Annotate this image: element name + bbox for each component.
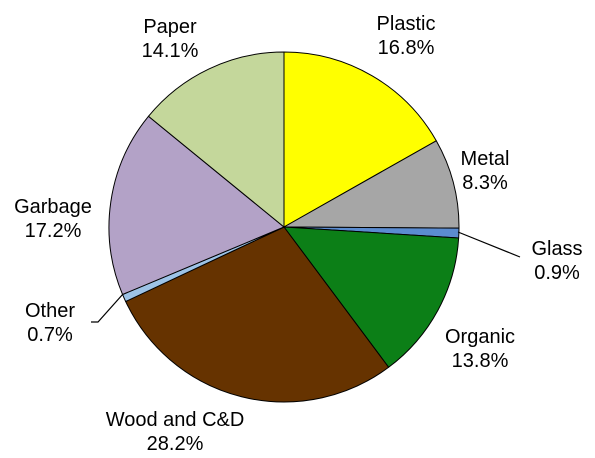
slice-label-organic: Organic 13.8%	[445, 326, 515, 372]
slice-label-glass: Glass 0.9%	[531, 238, 582, 284]
slice-label-value: 14.1%	[142, 40, 199, 62]
slice-label-value: 0.7%	[27, 324, 73, 346]
slice-labels: Plastic 16.8% Metal 8.3% Glass 0.9% Organic 13.…	[14, 13, 582, 455]
slice-label-name: Other	[25, 300, 75, 322]
slice-label-name: Garbage	[14, 196, 92, 218]
slice-label-garbage: Garbage 17.2%	[14, 196, 92, 242]
slice-label-wood-and-candd: Wood and C&D 28.2%	[106, 409, 245, 455]
slice-label-paper: Paper 14.1%	[142, 16, 199, 62]
slice-label-value: 17.2%	[25, 220, 82, 242]
leader-lines	[91, 231, 521, 323]
slice-label-value: 0.9%	[534, 262, 580, 284]
slice-label-value: 16.8%	[378, 37, 435, 59]
pie-slice-garbage	[108, 115, 285, 295]
pie-slice-organic	[283, 226, 460, 368]
pie-slice-paper	[147, 51, 285, 228]
pie-slices	[108, 51, 460, 403]
slice-label-value: 13.8%	[452, 350, 509, 372]
slice-label-value: 8.3%	[462, 172, 508, 194]
slice-label-plastic: Plastic 16.8%	[377, 13, 436, 59]
pie-slice-metal	[283, 140, 460, 229]
slice-label-name: Paper	[143, 16, 197, 38]
slice-label-name: Metal	[461, 148, 510, 170]
leader-line-other	[91, 293, 124, 323]
slice-label-value: 28.2%	[147, 433, 204, 455]
slice-label-name: Glass	[531, 238, 582, 260]
slice-label-name: Plastic	[377, 13, 436, 35]
slice-label-other: Other 0.7%	[25, 300, 75, 346]
slice-label-metal: Metal 8.3%	[461, 148, 510, 194]
leader-line-glass	[457, 231, 521, 258]
slice-label-name: Wood and C&D	[106, 409, 245, 431]
pie-slice-plastic	[283, 51, 437, 228]
slice-label-name: Organic	[445, 326, 515, 348]
